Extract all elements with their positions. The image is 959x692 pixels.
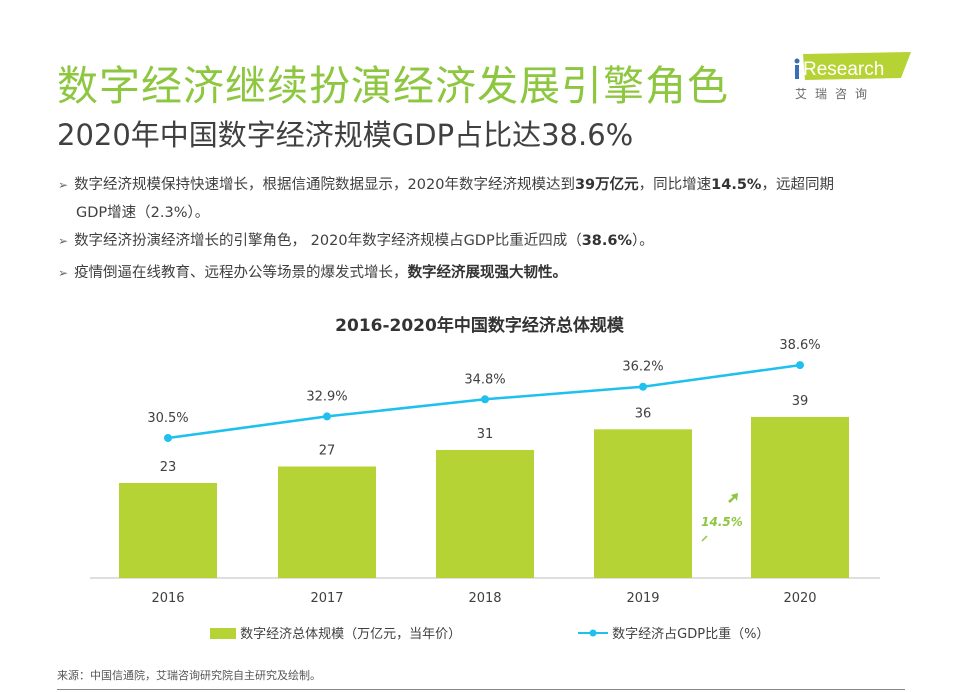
legend-line-label: 数字经济占GDP比重（%） — [612, 627, 770, 642]
bar-label: 36 — [635, 406, 652, 421]
line-point-2020 — [796, 361, 804, 370]
bar-2017 — [278, 466, 376, 578]
bullet-item: ➢ 数字经济扮演经济增长的引擎角色， 2020年数字经济规模占GDP比重近四成（3… — [58, 229, 654, 250]
bullet-text: 疫情倒逼在线教育、远程办公等场景的爆发式增长， — [74, 265, 408, 281]
line-point-2017 — [323, 412, 331, 421]
legend-bar: 数字经济总体规模（万亿元，当年价） — [210, 623, 461, 642]
svg-text:Research: Research — [803, 59, 884, 80]
bullet-item: ➢ 疫情倒逼在线教育、远程办公等场景的爆发式增长，数字经济展现强大韧性。 — [58, 261, 567, 282]
line-label: 36.2% — [622, 360, 663, 375]
growth-arrow-icon — [728, 493, 738, 503]
x-tick-label: 2020 — [783, 591, 816, 606]
bullet-continuation: GDP增速（2.3%）。 — [76, 205, 210, 221]
line-label: 32.9% — [306, 389, 347, 404]
legend-bar-label: 数字经济总体规模（万亿元，当年价） — [240, 627, 462, 642]
bar-label: 31 — [477, 427, 494, 442]
line-label: 38.6% — [779, 338, 820, 353]
legend-line: 数字经济占GDP比重（%） — [578, 623, 769, 642]
arrow-icon: ➢ — [58, 266, 69, 280]
bullet-item: ➢ 数字经济规模保持快速增长，根据信通院数据显示，2020年数字经济规模达到39万… — [58, 173, 834, 194]
line-point-2018 — [481, 395, 489, 404]
iresearch-logo: Research 艾瑞咨询 — [794, 52, 911, 101]
bullet-text: 数字经济规模保持快速增长，根据信通院数据显示，2020年数字经济规模达到 — [74, 177, 575, 193]
bar-2020 — [751, 416, 849, 578]
bar-2019 — [594, 429, 692, 578]
growth-annotation: 14.5% — [701, 515, 743, 529]
arrow-icon: ➢ — [58, 234, 69, 248]
line-label: 34.8% — [464, 372, 505, 387]
bullet-text: 数字经济展现强大韧性。 — [407, 265, 568, 281]
x-tick-label: 2018 — [468, 591, 501, 606]
legend-bar-swatch — [210, 628, 236, 639]
bullet-text: 39万亿元 — [574, 177, 639, 193]
line-label: 30.5% — [147, 411, 188, 426]
svg-text:艾瑞咨询: 艾瑞咨询 — [795, 86, 875, 101]
line-point-2016 — [164, 434, 172, 442]
bullet-text: 数字经济扮演经济增长的引擎角色， 2020年数字经济规模占GDP比重近四成（ — [74, 233, 582, 249]
bar-2016 — [119, 483, 217, 578]
page-title: 数字经济继续扮演经济发展引擎角色 — [57, 62, 729, 110]
bullet-text: ，同比增速 — [638, 177, 712, 193]
bullet-text: ，远超同期 — [761, 177, 834, 193]
bar-label: 39 — [792, 394, 809, 409]
bullet-text: 14.5% — [711, 177, 762, 193]
growth-arrow-tail — [701, 535, 708, 542]
footer-divider — [57, 689, 905, 690]
bar-2018 — [436, 449, 534, 578]
x-tick-label: 2019 — [626, 591, 659, 606]
bar-label: 27 — [319, 443, 336, 458]
page-subtitle: 2020年中国数字经济规模GDP占比达38.6% — [57, 118, 634, 152]
chart-title: 2016-2020年中国数字经济总体规模 — [335, 316, 624, 336]
x-tick-label: 2017 — [310, 591, 343, 606]
source-note: 来源：中国信通院，艾瑞咨询研究院自主研究及绘制。 — [57, 669, 321, 682]
x-tick-label: 2016 — [151, 591, 184, 606]
bar-label: 23 — [160, 460, 177, 475]
arrow-icon: ➢ — [58, 178, 69, 192]
legend-line-swatch — [578, 629, 608, 637]
line-point-2019 — [639, 382, 647, 391]
bullet-text: ）。 — [632, 233, 654, 249]
bullet-text: 38.6% — [581, 233, 633, 249]
